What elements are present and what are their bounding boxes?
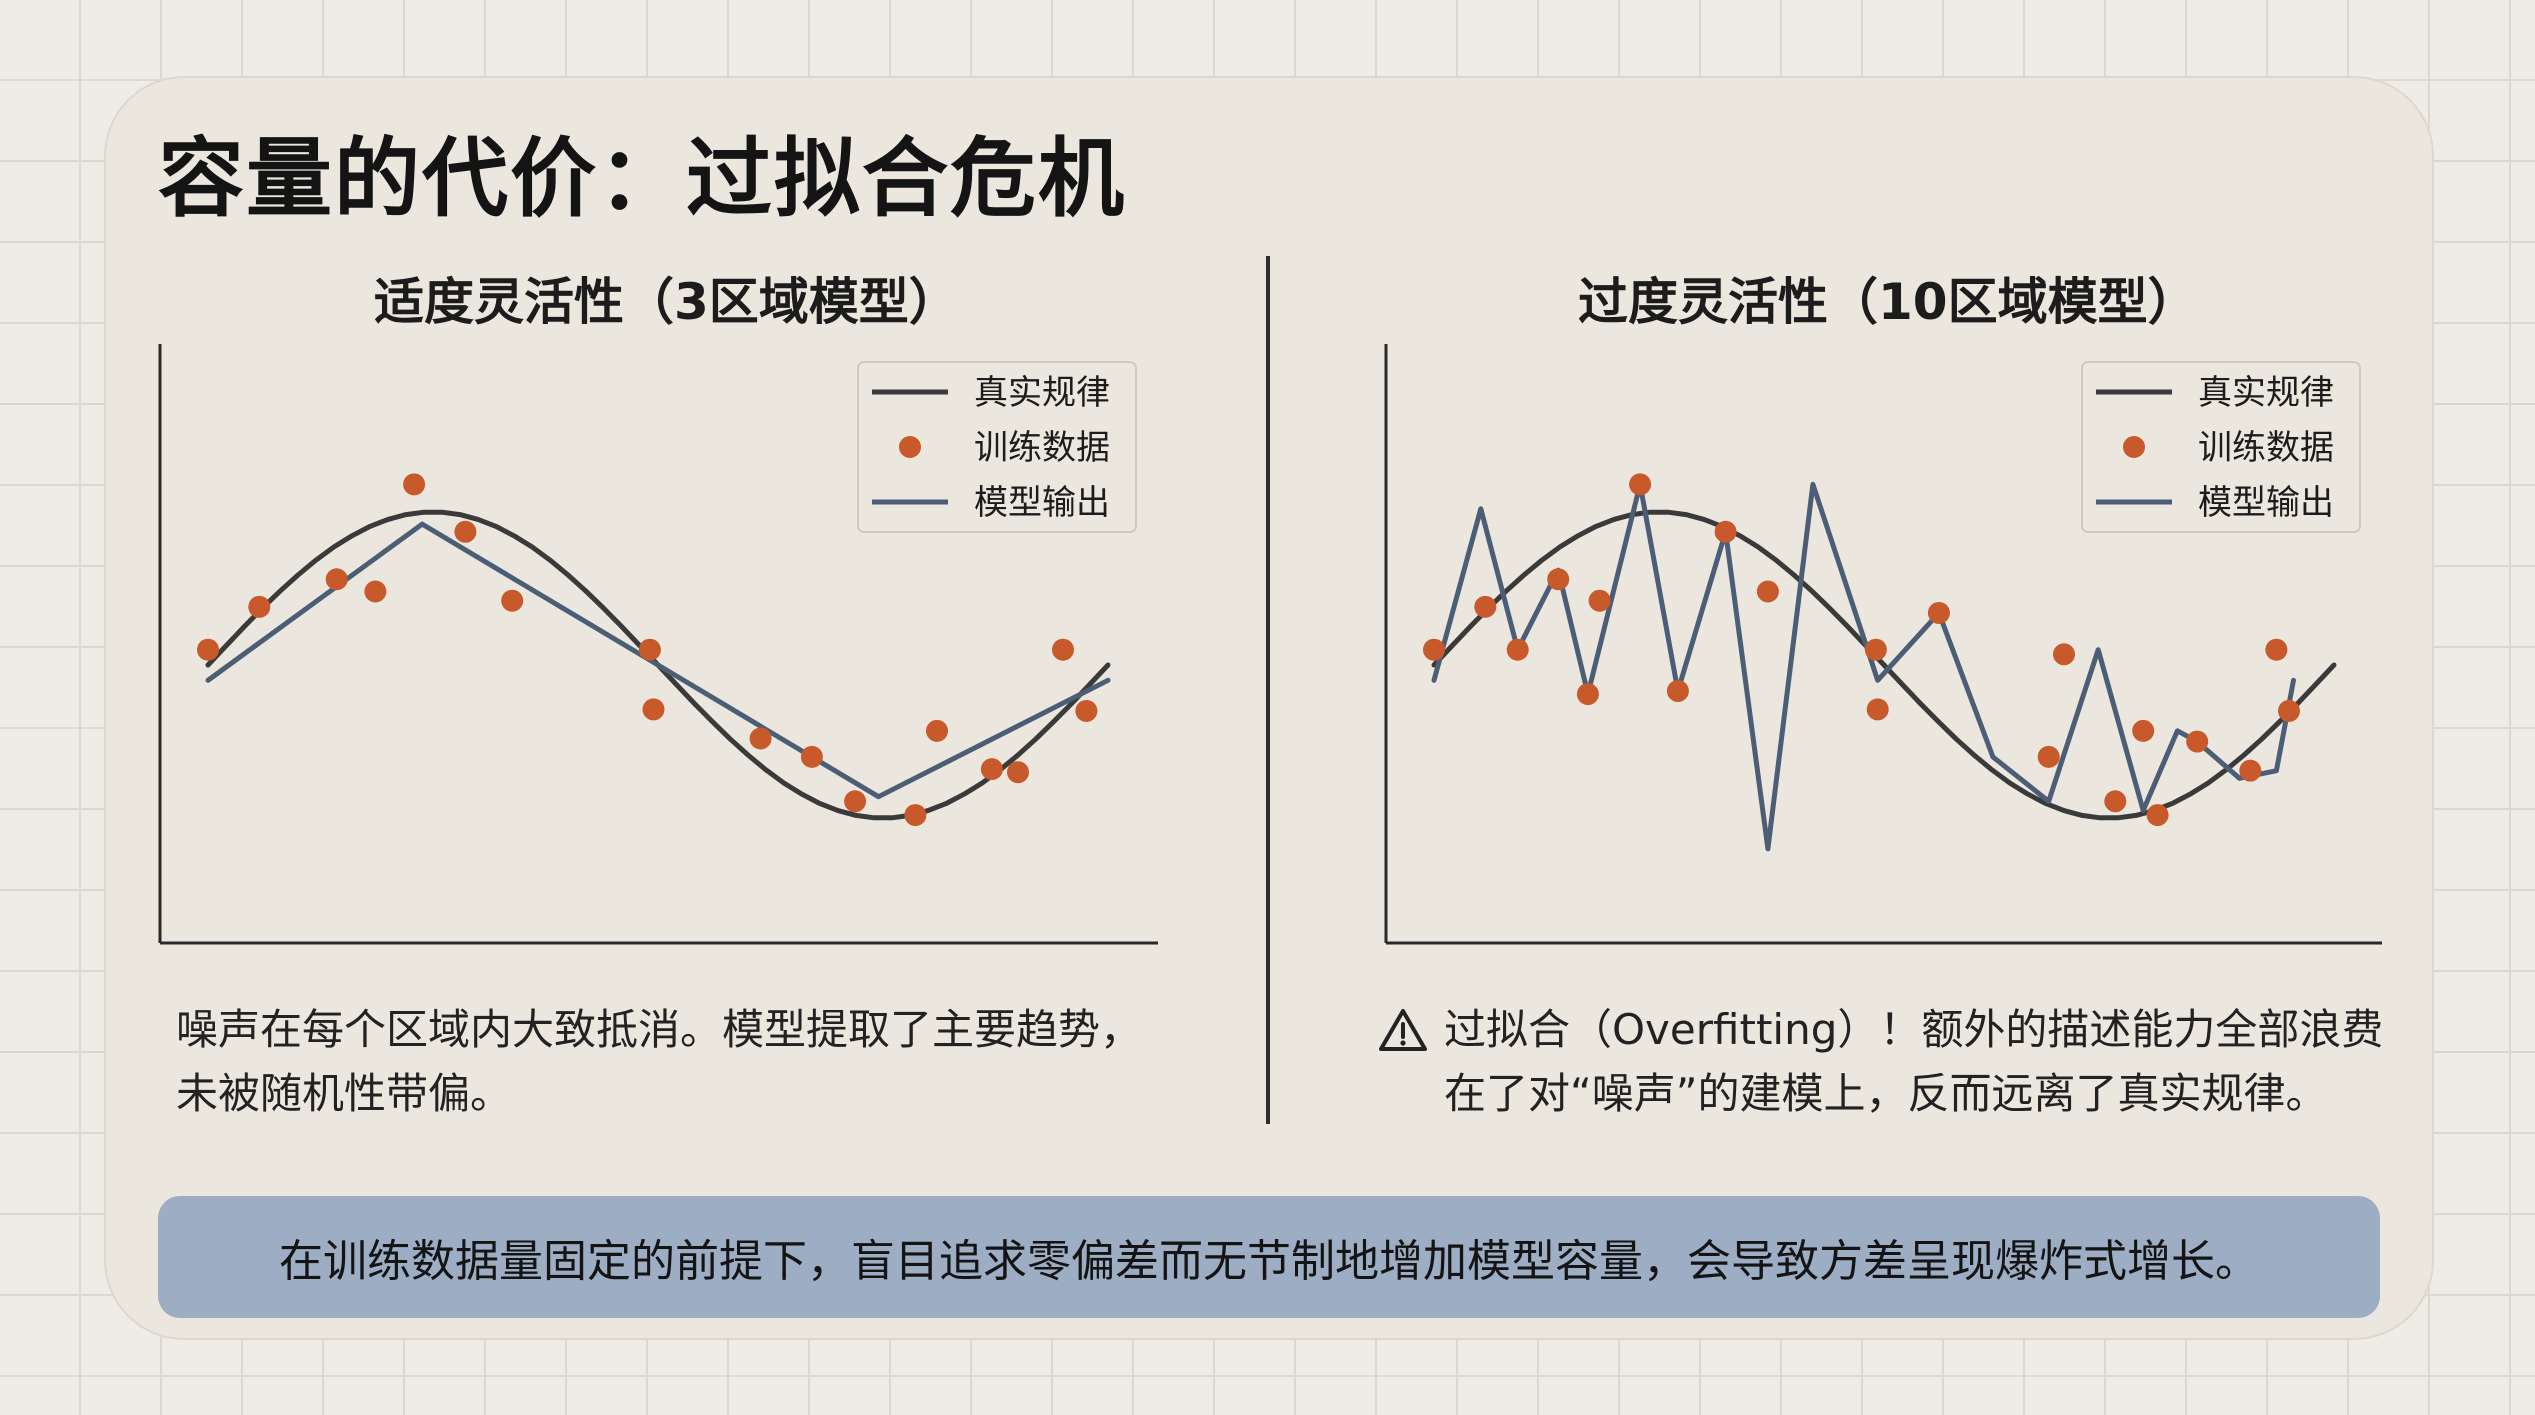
left-training-point — [844, 790, 867, 813]
left-training-point — [325, 568, 348, 591]
right-legend-marker-training — [2123, 436, 2145, 458]
left-training-point — [1075, 699, 1098, 722]
right-training-point — [1423, 638, 1445, 661]
right-training-point — [1474, 595, 1497, 618]
left-caption: 噪声在每个区域内大致抵消。模型提取了主要趋势， 未被随机性带偏。 — [176, 998, 1142, 1126]
left-legend-marker-training — [899, 436, 921, 458]
right-caption: 过拟合（Overfitting）！额外的描述能力全部浪费 在了对“噪声”的建模上… — [1378, 998, 2383, 1126]
panel-divider — [1266, 256, 1270, 1124]
left-training-point — [926, 719, 948, 742]
left-legend-box — [857, 361, 1137, 533]
right-training-point — [1547, 568, 1570, 591]
right-panel-title: 过度灵活性（10区域模型） — [1578, 273, 2198, 331]
right-training-point — [1864, 638, 1887, 661]
right-training-point — [2186, 730, 2209, 753]
right-training-point — [2132, 719, 2155, 742]
right-training-point — [2037, 745, 2060, 768]
left-training-point — [642, 698, 665, 721]
right-training-point — [1714, 520, 1737, 543]
right-training-point — [1506, 638, 1529, 661]
right-training-point — [2053, 643, 2075, 666]
left-model-output-line — [205, 521, 1111, 800]
right-legend-box — [2081, 361, 2361, 533]
right-legend-label: 模型输出 — [2198, 483, 2334, 523]
right-true-curve-line — [1431, 509, 2337, 821]
left-legend-label: 真实规律 — [974, 373, 1110, 413]
left-training-point — [980, 758, 1003, 781]
right-training-point — [1588, 589, 1611, 612]
left-legend-label: 训练数据 — [974, 428, 1110, 468]
left-training-point — [1007, 761, 1029, 784]
left-training-point — [749, 727, 772, 750]
left-legend-label: 模型输出 — [974, 483, 1110, 523]
left-panel-title: 适度灵活性（3区域模型） — [374, 273, 959, 331]
right-training-point — [1866, 698, 1889, 721]
right-legend-label: 真实规律 — [2198, 373, 2334, 413]
left-training-point — [364, 580, 387, 603]
right-training-point — [2265, 638, 2288, 661]
left-training-point — [248, 595, 271, 618]
left-training-point — [638, 638, 661, 661]
left-training-point — [403, 473, 426, 496]
right-training-point — [1666, 680, 1689, 703]
left-caption-line: 噪声在每个区域内大致抵消。模型提取了主要趋势， — [176, 1005, 1143, 1054]
warning-icon — [1379, 1009, 1427, 1051]
right-model-output-line — [1431, 481, 2296, 852]
left-caption-line: 未被随机性带偏。 — [176, 1069, 513, 1118]
right-training-point — [2239, 759, 2262, 782]
conclusion-banner: 在训练数据量固定的前提下，盲目追求零偏差而无节制地增加模型容量，会导致方差呈现爆… — [158, 1196, 2380, 1318]
left-training-point — [501, 589, 524, 612]
right-training-point — [1576, 683, 1599, 706]
left-training-point — [197, 638, 219, 661]
right-training-point — [2278, 699, 2300, 722]
right-training-point — [1927, 601, 1950, 624]
left-training-point — [454, 520, 477, 543]
left-training-point — [904, 804, 927, 827]
right-legend-label: 训练数据 — [2198, 428, 2334, 468]
right-training-point — [2146, 804, 2169, 827]
slide-title: 容量的代价：过拟合危机 — [158, 129, 1126, 229]
right-training-point — [1629, 473, 1652, 496]
right-training-point — [1756, 580, 1779, 603]
right-caption-first-line: 过拟合（Overfitting）！额外的描述能力全部浪费 — [1378, 998, 2383, 1062]
right-caption-line: 在了对“噪声”的建模上，反而远离了真实规律。 — [1444, 1069, 2328, 1118]
right-training-point — [2104, 790, 2127, 813]
left-training-point — [800, 745, 823, 768]
right-caption-line: 过拟合（Overfitting）！额外的描述能力全部浪费 — [1444, 1005, 2384, 1054]
left-training-point — [1052, 638, 1074, 661]
